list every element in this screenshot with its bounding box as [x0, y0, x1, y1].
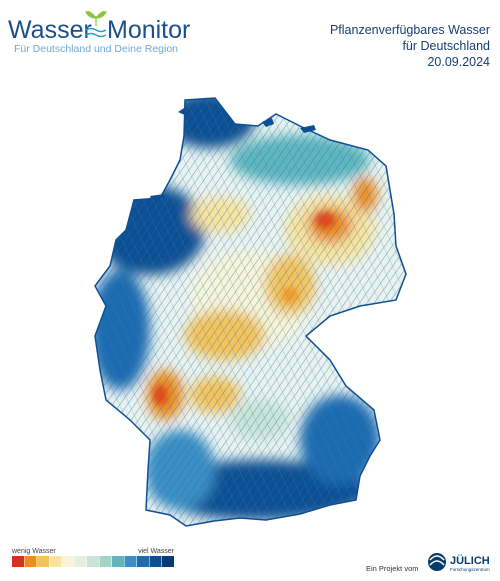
map-texture: [95, 98, 406, 526]
org-sub: Forschungszentrum: [450, 567, 490, 572]
map-hotspots: [153, 212, 335, 405]
legend-high-label: viel Wasser: [138, 548, 175, 555]
logo-word: Wasser: [8, 16, 92, 44]
logo[interactable]: Wasser Monitor Für Deutschland und Deine…: [8, 11, 190, 55]
logo-word: Monitor: [107, 16, 190, 44]
org-name: JÜLICH: [450, 554, 490, 567]
legend-swatch: [124, 556, 137, 567]
legend-swatch: [137, 556, 149, 567]
legend-swatch: [37, 556, 49, 567]
legend-low-label: wenig Wasser: [11, 548, 56, 555]
legend-swatch: [149, 556, 162, 567]
legend-swatch: [162, 556, 174, 567]
org-logo-mark: [429, 555, 445, 566]
map-title: Pflanzenverfügbares Wasser: [330, 23, 490, 37]
legend-swatch: [12, 556, 24, 567]
org-logo[interactable]: JÜLICH Forschungszentrum: [428, 553, 490, 572]
legend-swatch: [24, 556, 37, 567]
legend-swatch: [49, 556, 62, 567]
legend-swatch: [99, 556, 112, 567]
map-date: 20.09.2024: [427, 55, 490, 69]
logo-waves: [85, 27, 107, 38]
legend-swatch: [87, 556, 99, 567]
map-title: für Deutschland: [402, 39, 490, 53]
legend: wenig Wasser viel Wasser: [11, 548, 175, 567]
legend-swatch: [112, 556, 124, 567]
legend-swatch: [62, 556, 74, 567]
legend-swatch: [74, 556, 87, 567]
footer-text: Ein Projekt vom: [366, 564, 419, 573]
logo-subtitle: Für Deutschland und Deine Region: [14, 43, 178, 55]
logo-sprout: [85, 11, 107, 26]
map: [94, 97, 407, 527]
